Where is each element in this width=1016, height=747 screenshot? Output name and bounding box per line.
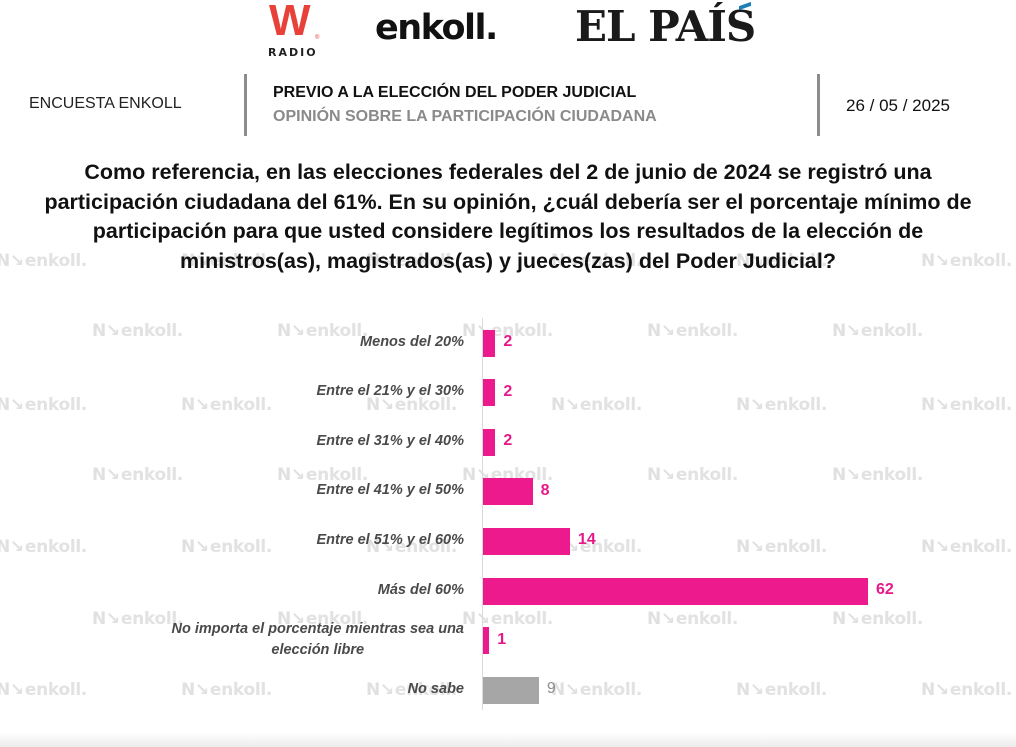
bar [483, 676, 539, 704]
category-label: Más del 60% [378, 580, 464, 601]
survey-label: ENCUESTA ENKOLL [29, 95, 182, 112]
category-label-line: No importa el porcentaje mientras sea un… [171, 620, 464, 637]
category-label-line: No sabe [407, 680, 464, 697]
question-line: Como referencia, en las elecciones feder… [84, 160, 932, 184]
bar [483, 627, 490, 655]
bar [483, 577, 868, 605]
question-text: Como referencia, en las elecciones feder… [0, 158, 1016, 276]
category-axis-line [482, 318, 483, 710]
category-label: Entre el 41% y el 50% [317, 480, 465, 501]
category-label-line: Entre el 31% y el 40% [316, 432, 465, 449]
value-label: 62 [876, 581, 894, 598]
question-line: ministros(as), magistrados(as) y jueces(… [180, 248, 836, 273]
wradio-logo-radio: RADIO [268, 46, 318, 59]
footer-band [0, 732, 1016, 747]
category-label-line: Entre el 51% y el 60% [316, 531, 465, 548]
value-label: 2 [503, 432, 513, 450]
bar [483, 527, 570, 555]
category-label-line: Menos del 20% [360, 333, 464, 350]
header-title: PREVIO A LA ELECCIÓN DEL PODER JUDICIAL [273, 84, 637, 101]
category-label-line: Entre el 41% y el 50% [316, 482, 465, 499]
bar [483, 428, 496, 456]
category-label: No sabe [408, 679, 464, 700]
bar [483, 379, 496, 407]
category-label-line: Más del 60% [377, 581, 464, 598]
category-label: Entre el 21% y el 30% [317, 381, 465, 402]
bar [483, 329, 496, 357]
category-label-line: elección libre [271, 641, 365, 658]
category-label: Menos del 20% [360, 332, 464, 353]
value-label: 1 [497, 630, 507, 648]
registered-icon: ® [315, 35, 320, 41]
header-subtitle: OPINIÓN SOBRE LA PARTICIPACIÓN CIUDADANA [273, 108, 657, 125]
survey-date: 26 / 05 / 2025 [846, 96, 950, 115]
value-label: 2 [503, 382, 513, 400]
value-label: 8 [540, 481, 550, 499]
header-divider-right [817, 74, 820, 136]
value-label: 14 [577, 531, 596, 549]
category-label: Entre el 51% y el 60% [317, 530, 465, 551]
category-label: Entre el 31% y el 40% [317, 431, 465, 452]
question-line: participación ciudadana del 61%. En su o… [44, 189, 972, 214]
wradio-logo: W ® RADIO [266, 0, 322, 60]
bar [483, 478, 533, 506]
value-label: 9 [546, 680, 556, 698]
elpais-logo-text: EL PAÍS [575, 2, 756, 51]
question-line: participación para que usted considere l… [92, 219, 924, 243]
elpais-logo: EL PAÍS [575, 1, 756, 51]
header-divider-left [244, 74, 247, 136]
value-label: 2 [503, 333, 513, 350]
category-label: No importa el porcentaje mientras sea un… [171, 619, 464, 661]
wradio-logo-w: W [269, 0, 311, 45]
category-label-line: Entre el 21% y el 30% [316, 383, 465, 400]
enkoll-logo: enkoll. [375, 8, 498, 48]
